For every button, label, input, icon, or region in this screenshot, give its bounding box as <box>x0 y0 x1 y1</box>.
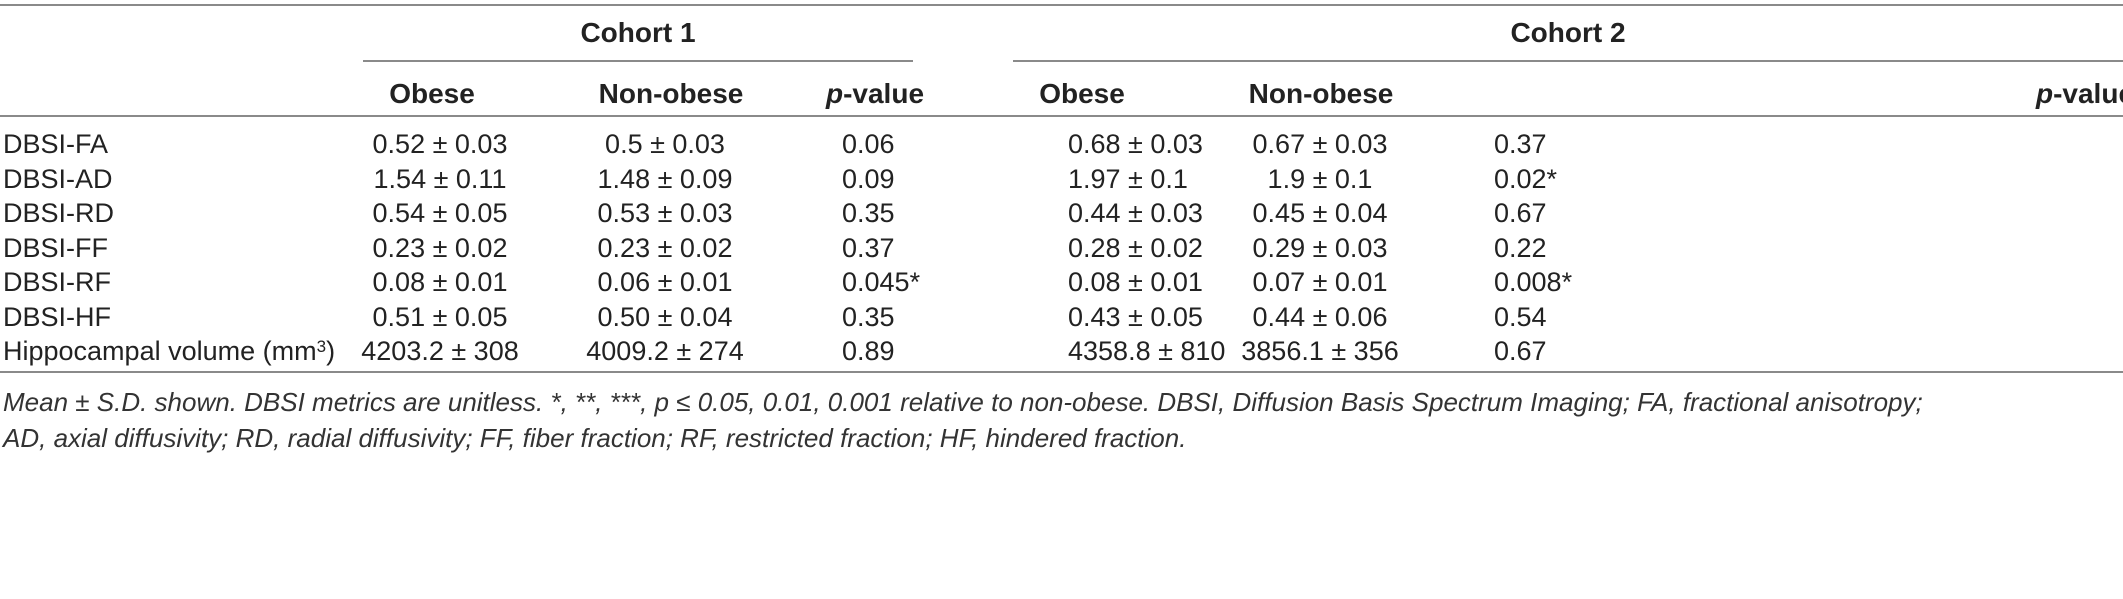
table-cell: 0.23 ± 0.02 <box>372 232 508 263</box>
table-cell: 4358.8 ± 810 <box>1068 336 1226 366</box>
table-cell: 0.50 ± 0.04 <box>597 301 733 332</box>
row-label: DBSI-FA <box>3 128 108 160</box>
table-cell: 0.37 <box>1494 129 1547 159</box>
col-header-c2-obese: Obese <box>1039 78 1125 109</box>
row-label: DBSI-AD <box>3 163 113 195</box>
table-cell: 0.67 <box>1494 198 1547 228</box>
table-cell: 0.22 <box>1494 232 1547 263</box>
row-label-text: DBSI-RF <box>3 267 111 297</box>
table-cell: 0.08 ± 0.01 <box>372 267 508 297</box>
row-label: DBSI-RF <box>3 266 111 298</box>
row-label-text: DBSI-HF <box>3 301 111 332</box>
table-cell: 1.54 ± 0.11 <box>373 163 507 194</box>
table-cell: 0.008* <box>1494 267 1573 297</box>
row-label-end: ) <box>326 336 336 366</box>
cohort1-underline <box>363 60 913 62</box>
table-cell: 0.23 ± 0.02 <box>597 232 733 263</box>
table-cell: 0.54 <box>1494 301 1547 332</box>
table-cell: 0.08 ± 0.01 <box>1068 267 1203 297</box>
footnote-line-1: Mean ± S.D. shown. DBSI metrics are unit… <box>3 387 1923 417</box>
table-cell: 0.45 ± 0.04 <box>1252 198 1388 228</box>
table-cell: 1.48 ± 0.09 <box>597 163 733 194</box>
table-cell: 0.35 <box>842 198 895 228</box>
top-rule <box>0 4 2123 6</box>
table-cell: 0.02* <box>1494 163 1558 194</box>
row-label-text: Hippocampal volume (mm <box>3 336 317 366</box>
row-label: DBSI-HF <box>3 301 111 333</box>
table-cell: 0.67 <box>1494 336 1547 366</box>
row-label-text: DBSI-AD <box>3 163 113 194</box>
row-label: DBSI-RD <box>3 197 114 229</box>
cohort2-underline <box>1013 60 2123 62</box>
table-cell: 0.37 <box>842 232 895 263</box>
table-cell: 0.35 <box>842 301 895 332</box>
row-label-text: DBSI-FA <box>3 129 109 159</box>
table-cell: 3856.1 ± 356 <box>1241 336 1399 366</box>
table-cell: 0.44 ± 0.03 <box>1068 198 1203 228</box>
bottom-rule <box>0 371 2123 373</box>
table-cell: 1.9 ± 0.1 <box>1267 163 1373 194</box>
table-cell: 0.07 ± 0.01 <box>1252 267 1388 297</box>
table-cell: 0.06 <box>842 129 895 159</box>
col-header-c2-nonobese: Non-obese <box>1248 78 1394 109</box>
footnote-line-2: AD, axial diffusivity; RD, radial diffus… <box>3 423 1187 453</box>
table-cell: 4009.2 ± 274 <box>586 336 744 366</box>
table-cell: 0.51 ± 0.05 <box>372 301 508 332</box>
table-cell: 0.5 ± 0.03 <box>605 129 725 159</box>
table-cell: 0.44 ± 0.06 <box>1252 301 1388 332</box>
table-cell: 0.67 ± 0.03 <box>1252 129 1388 159</box>
table-cell: 0.06 ± 0.01 <box>597 267 733 297</box>
col-header-c1-pvalue: p-value <box>825 78 925 109</box>
table-cell: 0.045* <box>842 267 921 297</box>
row-label: DBSI-FF <box>3 232 108 264</box>
table-cell: 1.97 ± 0.1 <box>1068 163 1188 194</box>
col-header-c2-pvalue: p-value <box>2035 78 2123 109</box>
row-label-text: DBSI-RD <box>3 198 115 228</box>
table-cell: 0.54 ± 0.05 <box>372 198 508 228</box>
header-rule <box>0 115 2123 117</box>
table-cell: 0.53 ± 0.03 <box>597 198 733 228</box>
row-label-text: DBSI-FF <box>3 232 108 263</box>
row-label: Hippocampal volume (mm3) <box>3 335 335 367</box>
table-cell: 0.52 ± 0.03 <box>372 129 508 159</box>
col-header-c1-obese: Obese <box>389 78 475 109</box>
table-cell: 4203.2 ± 308 <box>361 336 519 366</box>
table-cell: 0.43 ± 0.05 <box>1068 301 1203 332</box>
group-header-cohort2: Cohort 2 <box>1510 17 1626 48</box>
table-cell: 0.09 <box>842 163 895 194</box>
row-label-superscript: 3 <box>316 337 327 356</box>
table-cell: 0.89 <box>842 336 895 366</box>
table-cell: 0.29 ± 0.03 <box>1252 232 1388 263</box>
table-cell: 0.68 ± 0.03 <box>1068 129 1203 159</box>
col-header-c1-nonobese: Non-obese <box>598 78 744 109</box>
group-header-cohort1: Cohort 1 <box>580 17 696 48</box>
table-cell: 0.28 ± 0.02 <box>1068 232 1203 263</box>
